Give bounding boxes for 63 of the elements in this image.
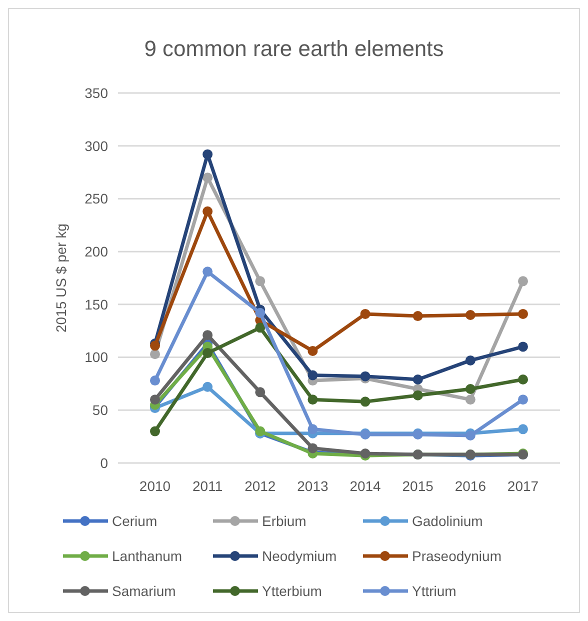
x-tick-label: 2015 — [402, 478, 434, 494]
legend-label: Lanthanum — [112, 548, 182, 564]
point — [202, 172, 213, 183]
y-tick-label: 0 — [100, 454, 108, 471]
y-tick-label: 300 — [84, 138, 108, 154]
point — [202, 330, 213, 340]
legend-label: Gadolinium — [412, 512, 483, 529]
point — [308, 394, 318, 405]
point — [465, 310, 476, 320]
point — [202, 206, 213, 216]
point — [202, 348, 213, 358]
point — [360, 308, 370, 319]
x-tick-label: 2010 — [139, 478, 171, 494]
point — [255, 276, 266, 286]
chart-title: 9 common rare earth elements — [144, 36, 444, 61]
y-tick-label: 150 — [84, 296, 108, 312]
x-tick-label: 2014 — [350, 478, 382, 494]
point — [150, 349, 160, 360]
point — [518, 276, 528, 286]
legend-label: Erbium — [262, 512, 306, 529]
legend-label: Praseodynium — [412, 548, 502, 564]
point — [255, 308, 266, 318]
point — [202, 266, 213, 277]
point — [465, 355, 476, 366]
point — [202, 149, 213, 160]
point — [518, 394, 528, 405]
x-tick-label: 2016 — [454, 478, 486, 494]
y-axis-title: 2015 US $ per kg — [53, 224, 69, 332]
point — [465, 394, 476, 405]
legend-label: Cerium — [112, 512, 158, 529]
y-tick-label: 100 — [84, 349, 108, 366]
y-tick-label: 350 — [84, 84, 108, 101]
legend-label: Ytterbium — [262, 582, 322, 599]
x-tick-label: 2017 — [507, 478, 539, 494]
point — [518, 424, 528, 434]
point — [255, 387, 266, 398]
point — [150, 426, 160, 436]
point — [465, 384, 476, 394]
point — [308, 424, 318, 434]
point — [412, 374, 423, 384]
point — [308, 370, 318, 380]
point — [465, 430, 476, 441]
y-tick-label: 200 — [84, 243, 108, 260]
x-tick-label: 2011 — [192, 478, 223, 494]
x-tick-label: 2012 — [244, 478, 276, 494]
point — [412, 390, 423, 400]
point — [150, 376, 160, 386]
y-tick-label: 50 — [92, 402, 108, 418]
point — [308, 443, 318, 454]
y-tick-label: 250 — [84, 190, 108, 207]
point — [150, 394, 160, 405]
point — [255, 322, 266, 333]
point — [518, 342, 528, 352]
point — [518, 374, 528, 384]
point — [518, 308, 528, 319]
legend-label: Samarium — [112, 582, 176, 599]
legend-label: Yttrium — [412, 582, 456, 599]
point — [412, 311, 423, 322]
point — [308, 346, 318, 356]
point — [360, 396, 370, 407]
x-tick-label: 2013 — [297, 478, 328, 494]
legend-label: Neodymium — [262, 548, 337, 564]
point — [202, 382, 213, 392]
